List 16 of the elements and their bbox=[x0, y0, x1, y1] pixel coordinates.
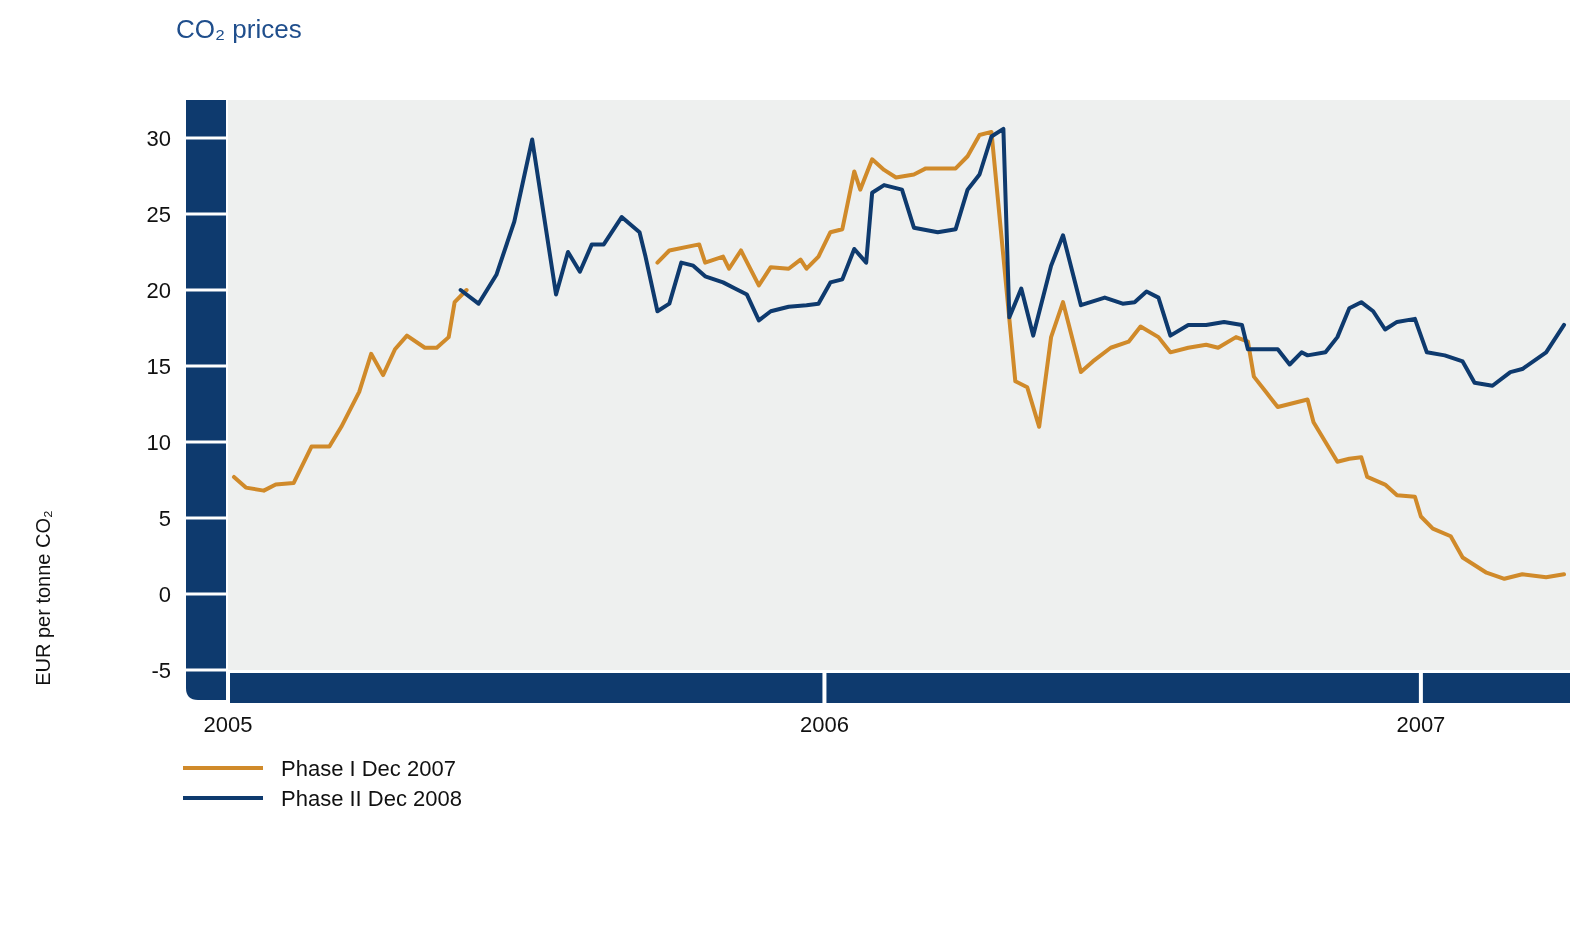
y-tick-label: 5 bbox=[158, 506, 171, 531]
y-tick-label: 0 bbox=[158, 582, 171, 607]
y-tick-label: 10 bbox=[146, 430, 171, 455]
legend-label: Phase I Dec 2007 bbox=[281, 756, 456, 781]
y-tick-label: 25 bbox=[146, 202, 171, 227]
chart-title: CO₂ prices bbox=[176, 14, 302, 44]
y-tick-label: 15 bbox=[146, 354, 171, 379]
y-tick-label: -5 bbox=[151, 658, 171, 683]
legend-label: Phase II Dec 2008 bbox=[281, 786, 463, 811]
y-tick-label: 30 bbox=[146, 126, 171, 151]
x-tick-label: 2007 bbox=[1396, 712, 1446, 737]
y-tick-label: 20 bbox=[146, 278, 171, 303]
line-series bbox=[458, 126, 1567, 388]
x-tick-label: 2006 bbox=[799, 712, 849, 737]
y-axis-title: EUR per tonne CO₂ bbox=[32, 510, 54, 686]
x-tick-label: 2005 bbox=[203, 712, 253, 737]
